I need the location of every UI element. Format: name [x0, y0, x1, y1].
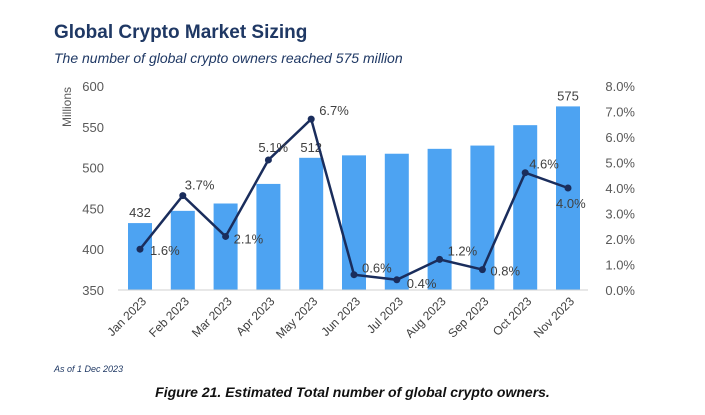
- growth-value-label: 0.8%: [490, 264, 520, 279]
- y2-tick-label: 5.0%: [605, 156, 635, 171]
- growth-point: [393, 276, 401, 284]
- growth-value-label: 6.7%: [319, 103, 349, 118]
- growth-point: [521, 169, 529, 177]
- y2-tick-label: 1.0%: [605, 258, 635, 273]
- bar: [513, 125, 538, 290]
- y-tick-label: 550: [82, 120, 104, 135]
- x-tick-label: Mar 2023: [189, 294, 235, 340]
- growth-value-label: 3.7%: [185, 178, 215, 193]
- growth-point: [478, 266, 486, 274]
- x-tick-label: Aug 2023: [402, 294, 448, 340]
- bar: [427, 148, 452, 290]
- x-tick-label: May 2023: [273, 294, 320, 341]
- as-of-note: As of 1 Dec 2023: [54, 364, 124, 374]
- x-tick-label: Apr 2023: [233, 294, 278, 339]
- x-tick-label: Jan 2023: [104, 294, 149, 339]
- x-tick-label: Oct 2023: [490, 294, 535, 339]
- bar-value-label: 432: [129, 205, 151, 220]
- growth-value-label: 4.0%: [556, 196, 586, 211]
- figure-caption: Figure 21. Estimated Total number of glo…: [155, 384, 550, 400]
- y2-tick-label: 7.0%: [605, 105, 635, 120]
- growth-point: [179, 192, 187, 200]
- y-tick-label: 400: [82, 242, 104, 257]
- y2-tick-label: 8.0%: [605, 79, 635, 94]
- growth-point: [350, 271, 358, 279]
- y-axis-title: Millions: [60, 87, 74, 127]
- growth-value-label: 0.6%: [362, 261, 392, 276]
- growth-value-label: 2.1%: [234, 231, 264, 246]
- growth-value-label: 4.6%: [529, 157, 559, 172]
- y2-tick-label: 0.0%: [605, 283, 635, 298]
- bar: [128, 223, 152, 290]
- combo-chart: 350 400 450 500 550 600 Millions 0.0% 1.0% 2.0% 3.…: [60, 79, 635, 341]
- bar: [299, 157, 324, 290]
- growth-point: [264, 156, 272, 164]
- y-tick-label: 600: [82, 79, 104, 94]
- bar: [556, 106, 580, 291]
- x-tick-label: Sep 2023: [445, 294, 491, 340]
- x-tick-label: Jun 2023: [318, 294, 363, 339]
- bar: [470, 145, 495, 290]
- bar: [384, 153, 409, 290]
- growth-point: [564, 184, 572, 192]
- bar: [213, 203, 238, 290]
- growth-point: [307, 115, 315, 123]
- y2-tick-label: 4.0%: [605, 181, 635, 196]
- x-tick-label: Feb 2023: [146, 294, 192, 340]
- chart-title: Global Crypto Market Sizing: [54, 22, 308, 43]
- y2-tick-label: 3.0%: [605, 207, 635, 222]
- bar-value-label: 575: [557, 88, 579, 103]
- bar: [170, 210, 195, 290]
- growth-point: [436, 255, 444, 263]
- y-tick-label: 450: [82, 201, 104, 216]
- growth-value-label: 1.2%: [448, 243, 478, 258]
- growth-value-label: 0.4%: [407, 276, 437, 291]
- x-tick-label: Nov 2023: [531, 294, 577, 340]
- growth-point: [136, 245, 144, 253]
- bar: [256, 183, 281, 290]
- growth-value-label: 1.6%: [150, 243, 180, 258]
- y-tick-label: 350: [82, 283, 104, 298]
- growth-value-label: 5.1%: [258, 140, 288, 155]
- y2-tick-label: 6.0%: [605, 130, 635, 145]
- chart-subtitle: The number of global crypto owners reach…: [54, 50, 403, 66]
- y-tick-label: 500: [82, 161, 104, 176]
- bar: [342, 155, 366, 290]
- x-tick-label: Jul 2023: [364, 294, 406, 336]
- y2-tick-label: 2.0%: [605, 232, 635, 247]
- growth-point: [222, 232, 230, 240]
